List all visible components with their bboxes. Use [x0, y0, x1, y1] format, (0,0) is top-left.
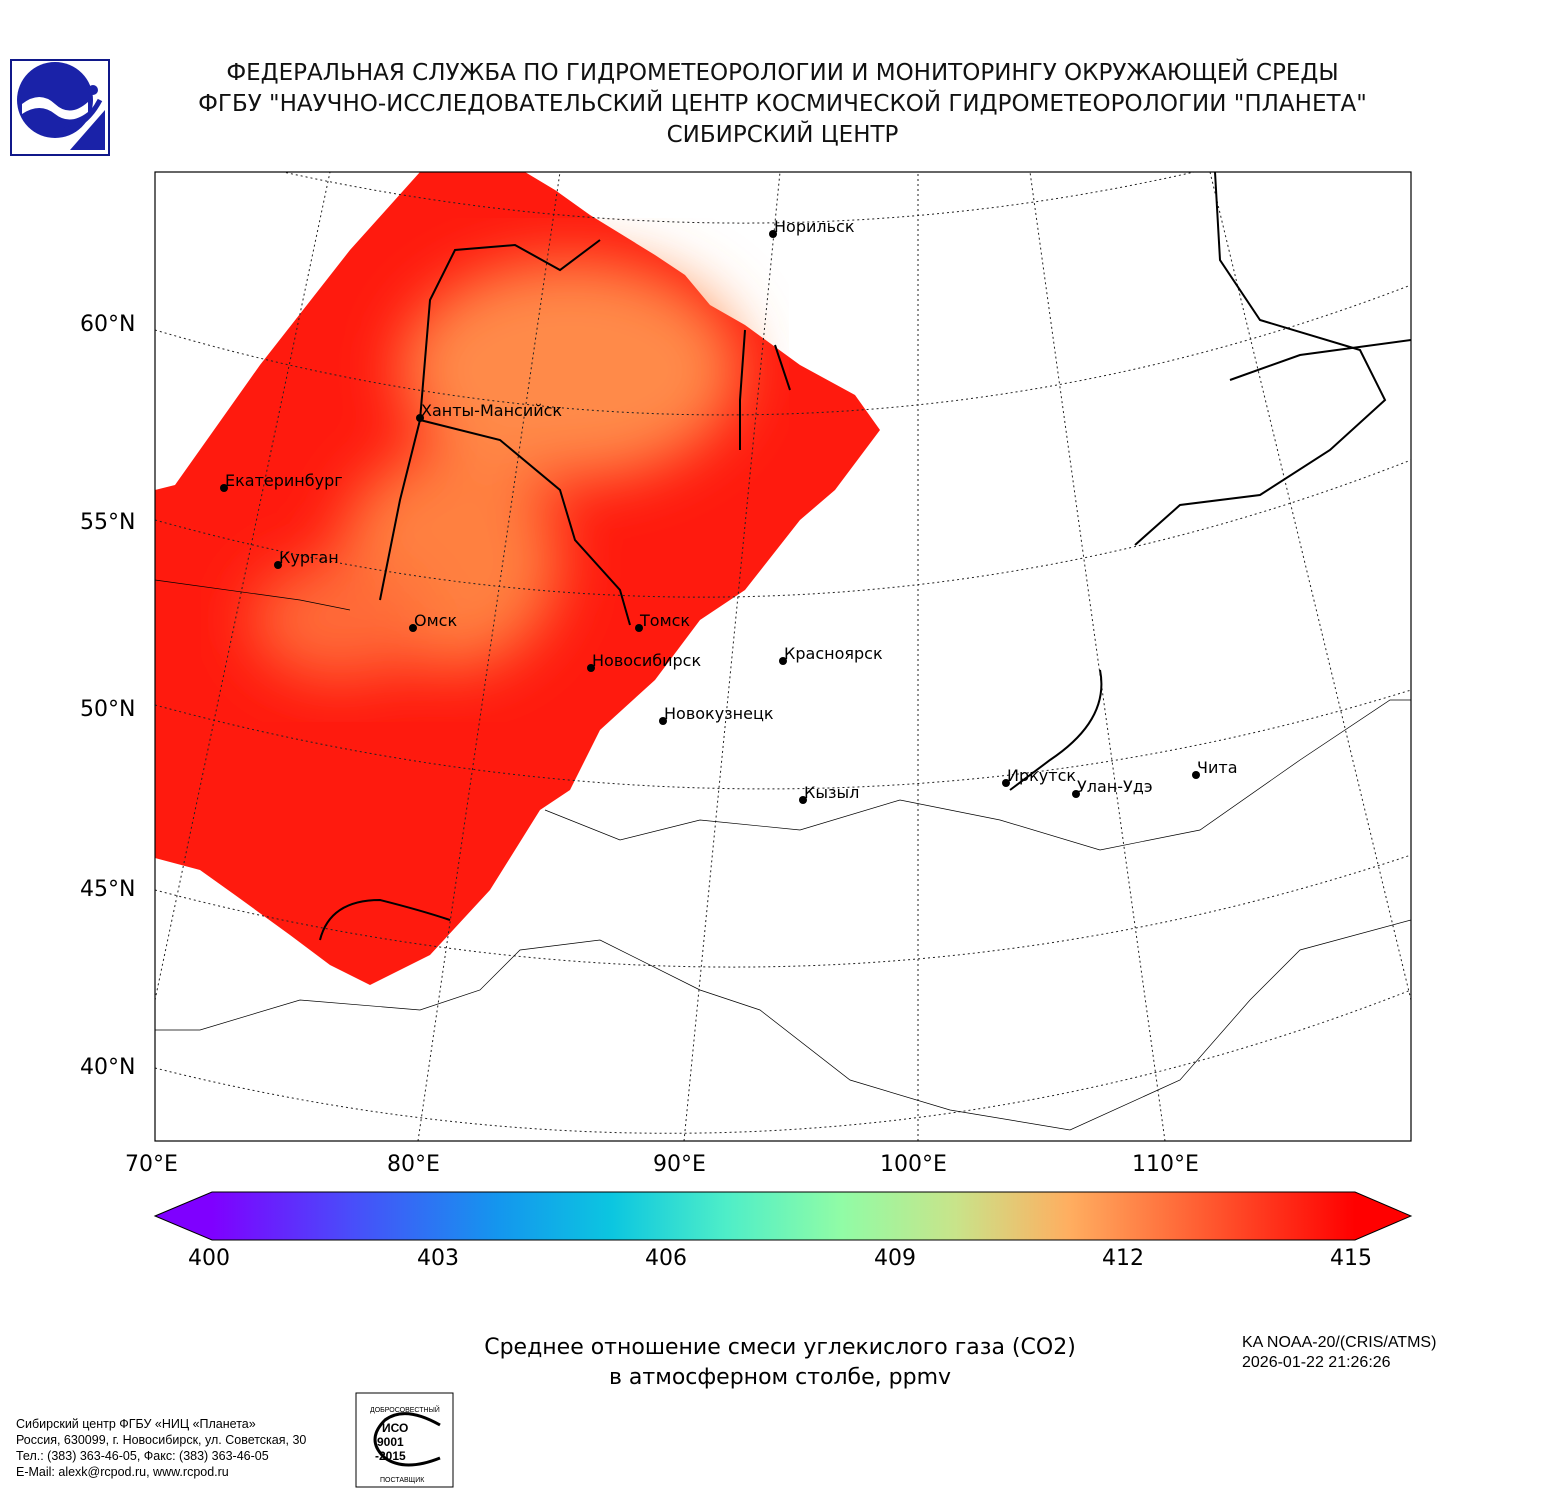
- lat-label: 50°N: [80, 697, 136, 722]
- footer-address: Россия, 630099, г. Новосибирск, ул. Сове…: [16, 1433, 307, 1447]
- borders: [155, 579, 1411, 1131]
- header-line-3: СИБИРСКИЙ ЦЕНТР: [666, 122, 899, 148]
- header-line-2: ФГБУ "НАУЧНО-ИССЛЕДОВАТЕЛЬСКИЙ ЦЕНТР КОС…: [198, 91, 1367, 117]
- city-label: Новосибирск: [592, 651, 702, 670]
- city-label: Томск: [640, 611, 691, 630]
- title-line-1: Среднее отношение смеси углекислого газа…: [484, 1335, 1076, 1360]
- iso-9001-stamp: ИСО 9001 -2015 ДОБРОСОВЕСТНЫЙ ПОСТАВЩИК: [355, 1392, 454, 1488]
- lat-label: 60°N: [80, 312, 136, 337]
- svg-text:-2015: -2015: [375, 1449, 406, 1463]
- lat-label: 40°N: [80, 1055, 136, 1080]
- title-line-2: в атмосферном столбе, ppmv: [608, 1365, 952, 1390]
- city-dot: [799, 796, 807, 804]
- svg-text:ИСО: ИСО: [382, 1421, 408, 1435]
- lat-label: 55°N: [80, 510, 136, 535]
- city-dot: [1192, 771, 1200, 779]
- city-label: Норильск: [774, 217, 855, 236]
- colorbar-tick: 412: [1102, 1246, 1144, 1271]
- colorbar-tick: 409: [874, 1246, 916, 1271]
- satellite-name: KA NOAA-20/(CRIS/ATMS): [1242, 1334, 1437, 1351]
- lon-label: 110°E: [1132, 1152, 1199, 1177]
- footer-phone: Тел.: (383) 363-46-05, Факс: (383) 363-4…: [16, 1449, 269, 1463]
- co2-swath: [155, 172, 880, 985]
- city-dot: [659, 717, 667, 725]
- city-dot: [1072, 790, 1080, 798]
- city-label: Новокузнецк: [664, 704, 774, 723]
- lon-label: 70°E: [125, 1152, 178, 1177]
- city-label: Кызыл: [804, 783, 860, 802]
- header-line-1: ФЕДЕРАЛЬНАЯ СЛУЖБА ПО ГИДРОМЕТЕОРОЛОГИИ …: [226, 60, 1339, 86]
- colorbar-tick: 406: [645, 1246, 687, 1271]
- lat-label: 45°N: [80, 877, 136, 902]
- rivers-coastlines: [319, 172, 1411, 941]
- city-dot: [220, 484, 228, 492]
- lon-label: 80°E: [387, 1152, 440, 1177]
- city-label: Ханты-Мансийск: [421, 401, 563, 420]
- city-label: Чита: [1197, 758, 1238, 777]
- city-dot: [587, 664, 595, 672]
- city-label: Иркутск: [1007, 766, 1077, 785]
- planeta-logo: [10, 59, 110, 156]
- city-dot: [409, 624, 417, 632]
- colorbar-tick: 400: [188, 1246, 230, 1271]
- city-label: Улан-Удэ: [1077, 777, 1153, 796]
- city-dot: [1002, 779, 1010, 787]
- city-label: Екатеринбург: [225, 471, 343, 490]
- city-label: Красноярск: [784, 644, 883, 663]
- product-title: Среднее отношение смеси углекислого газа…: [380, 1333, 1180, 1393]
- footer-email: E-Mail: alexk@rcpod.ru, www.rcpod.ru: [16, 1465, 229, 1479]
- footer-contacts: Сибирский центр ФГБУ «НИЦ «Планета» Росс…: [16, 1416, 306, 1480]
- lon-label: 100°E: [880, 1152, 947, 1177]
- city-dot: [769, 230, 777, 238]
- satellite-info: KA NOAA-20/(CRIS/ATMS) 2026-01-22 21:26:…: [1242, 1333, 1436, 1373]
- city-dot: [635, 624, 643, 632]
- svg-text:ДОБРОСОВЕСТНЫЙ: ДОБРОСОВЕСТНЫЙ: [370, 1405, 440, 1414]
- city-label: Курган: [279, 548, 339, 567]
- svg-text:ПОСТАВЩИК: ПОСТАВЩИК: [380, 1477, 425, 1484]
- graticule: [155, 172, 1411, 1141]
- colorbar: [153, 1191, 1413, 1241]
- city-label: Омск: [414, 611, 458, 630]
- city-dot: [416, 414, 424, 422]
- colorbar-tick: 403: [417, 1246, 459, 1271]
- colorbar-tick: 415: [1330, 1246, 1372, 1271]
- city-dot: [779, 657, 787, 665]
- footer-org: Сибирский центр ФГБУ «НИЦ «Планета»: [16, 1417, 256, 1431]
- svg-text:9001: 9001: [377, 1435, 404, 1449]
- city-dot: [274, 561, 282, 569]
- map-frame: [154, 171, 1412, 1142]
- lon-label: 90°E: [653, 1152, 706, 1177]
- observation-datetime: 2026-01-22 21:26:26: [1242, 1354, 1391, 1371]
